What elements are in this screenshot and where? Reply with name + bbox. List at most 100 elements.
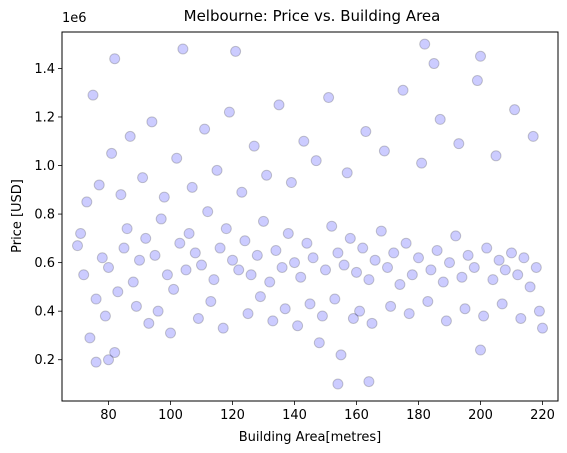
data-point <box>192 312 204 324</box>
data-point <box>316 310 328 322</box>
data-point <box>332 378 344 390</box>
data-point <box>214 242 226 254</box>
data-point <box>422 295 434 307</box>
data-point <box>530 261 542 273</box>
data-point <box>267 315 279 327</box>
data-point <box>509 104 521 116</box>
data-point <box>254 291 266 303</box>
y-tick-label: 0.6 <box>34 256 55 271</box>
data-point <box>211 164 223 176</box>
data-point <box>478 310 490 322</box>
data-point <box>332 247 344 259</box>
data-point <box>174 237 186 249</box>
x-tick-label: 220 <box>530 408 555 423</box>
data-point <box>304 298 316 310</box>
data-point <box>363 274 375 286</box>
data-point <box>537 322 548 334</box>
data-point <box>533 305 545 317</box>
data-point <box>155 213 167 225</box>
data-point <box>223 106 235 118</box>
data-point <box>202 206 214 218</box>
data-point <box>273 99 285 111</box>
data-point <box>375 225 387 237</box>
data-point <box>146 116 158 128</box>
data-point <box>450 230 462 242</box>
data-point <box>165 327 176 339</box>
data-point <box>323 92 335 104</box>
data-point <box>121 223 133 235</box>
data-point <box>354 305 366 317</box>
data-point <box>93 179 105 191</box>
data-point <box>264 276 276 288</box>
data-point <box>490 150 502 162</box>
data-points <box>72 38 548 390</box>
data-point <box>96 252 108 264</box>
data-point <box>84 332 96 344</box>
data-point <box>124 130 136 142</box>
y-tick-label: 1.4 <box>34 62 55 77</box>
data-point <box>196 259 207 271</box>
data-point <box>112 286 124 298</box>
data-point <box>109 346 121 358</box>
data-point <box>394 278 406 290</box>
data-point <box>168 283 180 295</box>
data-point <box>149 249 161 261</box>
data-point <box>397 84 409 96</box>
data-point <box>419 38 431 50</box>
x-tick-label: 160 <box>344 408 369 423</box>
data-point <box>388 247 400 259</box>
data-point <box>527 130 539 142</box>
data-point <box>109 53 121 65</box>
data-point <box>230 45 242 57</box>
data-point <box>378 145 390 157</box>
data-point <box>118 242 130 254</box>
data-point <box>413 252 424 264</box>
data-point <box>428 58 440 70</box>
data-point <box>289 257 300 269</box>
chart-title: Melbourne: Price vs. Building Area <box>184 7 441 25</box>
x-tick-label: 100 <box>158 408 183 423</box>
data-point <box>444 257 455 269</box>
data-point <box>347 312 359 324</box>
data-point <box>307 252 319 264</box>
data-point <box>103 261 114 273</box>
data-point <box>279 303 291 315</box>
data-point <box>338 259 350 271</box>
data-point <box>481 242 493 254</box>
data-point <box>351 266 362 278</box>
data-point <box>326 220 338 232</box>
data-point <box>313 337 325 349</box>
data-point <box>81 196 93 208</box>
data-point <box>186 181 198 193</box>
data-point <box>440 315 452 327</box>
data-point <box>233 264 245 276</box>
data-point <box>434 113 446 125</box>
data-point <box>400 237 412 249</box>
data-point <box>310 155 322 167</box>
data-point <box>329 293 341 305</box>
data-point <box>462 249 474 261</box>
data-point <box>239 235 251 247</box>
x-tick-label: 200 <box>468 408 493 423</box>
plot-frame <box>61 31 559 402</box>
data-point <box>366 317 378 329</box>
data-point <box>220 223 232 235</box>
data-point <box>248 140 260 152</box>
data-point <box>524 281 536 293</box>
data-point <box>282 227 294 239</box>
data-point <box>140 232 152 244</box>
data-point <box>475 344 486 356</box>
data-point <box>456 271 468 283</box>
data-point <box>208 274 220 286</box>
data-point <box>468 261 480 273</box>
data-point <box>161 269 173 281</box>
data-point <box>217 322 229 334</box>
x-tick-label: 180 <box>406 408 431 423</box>
data-point <box>295 271 307 283</box>
data-point <box>199 123 211 135</box>
data-point <box>251 249 263 261</box>
x-axis-ticks: 80 100 120 140 160 180 200 220 <box>100 401 555 423</box>
data-point <box>87 89 99 101</box>
x-tick-label: 120 <box>220 408 245 423</box>
data-point <box>115 189 127 201</box>
